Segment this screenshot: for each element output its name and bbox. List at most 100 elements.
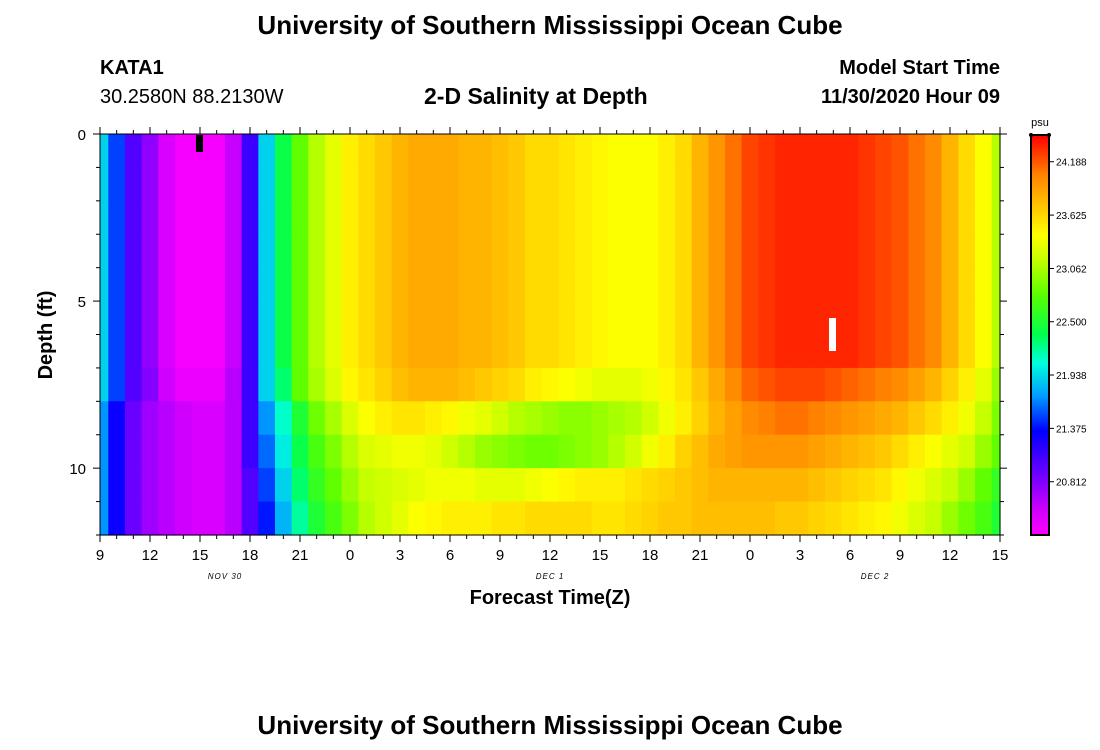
heatmap-cell [191,434,209,469]
heatmap-cell [491,367,509,402]
model-start-label: Model Start Time [839,57,1000,79]
heatmap-cell [541,134,559,169]
heatmap-cell [191,200,209,235]
heatmap-cell [358,134,376,169]
heatmap-cell [541,267,559,302]
heatmap-cell [925,334,943,369]
heatmap-cell [908,134,926,169]
heatmap-cell [841,401,859,436]
heatmap-cell [791,334,809,369]
heatmap-cell [258,301,276,336]
heatmap-cell [775,334,793,369]
heatmap-cell [125,267,143,302]
heatmap-cell [258,401,276,436]
heatmap-cell [958,468,976,503]
heatmap-cell [791,301,809,336]
heatmap-cell [325,434,343,469]
heatmap-cell [575,334,593,369]
heatmap-cell [208,501,226,536]
heatmap-cell [625,434,643,469]
heatmap-cell [891,200,909,235]
heatmap-cell [158,134,176,169]
heatmap-cell [141,401,159,436]
heatmap-cell [658,234,676,269]
heatmap-cell [825,367,843,402]
heatmap-cell [308,134,326,169]
heatmap-cell [358,267,376,302]
heatmap-cell [258,334,276,369]
heatmap-cell [358,200,376,235]
heatmap-cell [175,501,193,536]
heatmap-cell [591,434,609,469]
heatmap-cell [275,200,293,235]
heatmap-cell [591,468,609,503]
heatmap-cell [691,434,709,469]
heatmap-cell [808,334,826,369]
heatmap-cell [258,134,276,169]
heatmap-cell [625,234,643,269]
heatmap-cell [100,334,109,369]
heatmap-cell [808,401,826,436]
heatmap-cell [741,434,759,469]
x-tick-label: 18 [242,547,259,564]
heatmap-cell [241,434,259,469]
heatmap-cell [775,167,793,202]
heatmap-cell [141,367,159,402]
heatmap-cell [441,334,459,369]
heatmap-cell [908,401,926,436]
heatmap-cell [791,134,809,169]
heatmap-cell [125,301,143,336]
heatmap-cell [225,234,243,269]
heatmap-cell [625,501,643,536]
heatmap-cell [508,234,526,269]
heatmap-cell [941,200,959,235]
heatmap-cell [975,134,993,169]
heatmap-cell [208,434,226,469]
chart-subtitle: 2-D Salinity at Depth [424,83,648,109]
heatmap-cell [825,267,843,302]
heatmap-cell [975,234,993,269]
heatmap-cell [591,167,609,202]
heatmap-cell [741,301,759,336]
heatmap-cell [125,234,143,269]
heatmap-cell [108,401,126,436]
x-tick-label: 21 [692,547,709,564]
heatmap-cell [908,301,926,336]
heatmap-cell [291,434,309,469]
heatmap-cell [458,401,476,436]
heatmap-cell [625,367,643,402]
heatmap-cell [425,301,443,336]
heatmap-cell [875,234,893,269]
heatmap-cell [808,468,826,503]
heatmap-cell [941,367,959,402]
heatmap-cell [100,200,109,235]
heatmap-cell [608,334,626,369]
heatmap-cell [441,367,459,402]
heatmap-cell [891,267,909,302]
heatmap-cell [291,367,309,402]
heatmap-cell [141,267,159,302]
heatmap-cell [158,200,176,235]
heatmap-cell [608,200,626,235]
heatmap-cell [308,367,326,402]
heatmap-cell [208,367,226,402]
heatmap-cell [425,200,443,235]
heatmap-cell [925,301,943,336]
y-tick-label: 0 [78,127,86,144]
heatmap-cell [641,401,659,436]
heatmap-cell [225,367,243,402]
heatmap-cell [208,301,226,336]
heatmap-cell [658,301,676,336]
x-tick-label: 12 [142,547,159,564]
heatmap-cell [608,234,626,269]
heatmap-cell [408,167,426,202]
heatmap-cell [891,334,909,369]
heatmap-cell [225,401,243,436]
heatmap-cell [558,501,576,536]
heatmap-cell [325,134,343,169]
heatmap-cell [291,401,309,436]
heatmap-cell [125,167,143,202]
heatmap-cell [191,167,209,202]
heatmap-cell [741,167,759,202]
heatmap-cell [991,501,1001,536]
